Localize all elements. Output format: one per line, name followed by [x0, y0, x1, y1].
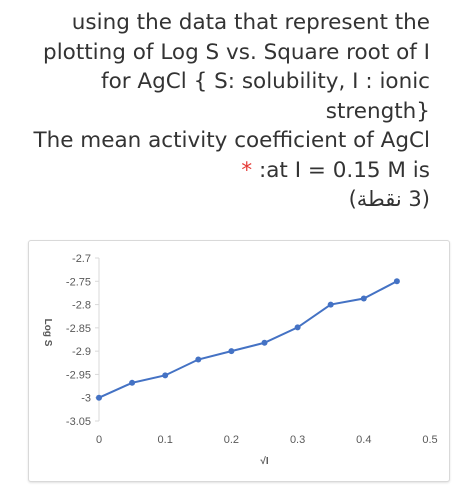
chart-image: -2.7 -2.75 -2.8 -2.85 -2.9 -2.95 -3 -3.05 0 0.1 0…: [28, 240, 450, 482]
y-tick-label: -2.9: [72, 346, 91, 358]
data-point: [228, 348, 235, 355]
x-tick-label: 0.5: [422, 434, 437, 446]
y-tick-label: -3.05: [66, 416, 91, 428]
series-group: [96, 278, 400, 401]
question-line-5: The mean activity coefficient of AgCl: [33, 128, 430, 153]
x-tick-label: 0.3: [290, 434, 305, 446]
x-tick-label: 0.2: [224, 434, 239, 446]
y-tick-label: -2.95: [66, 369, 91, 381]
question-line-3: for AgCl { S: solubility, I : ionic: [101, 69, 430, 94]
x-tick-label: 0.4: [356, 434, 371, 446]
line-chart: -2.7-2.75-2.8-2.85-2.9-2.95-3-3.05 0 0.1 0…: [42, 253, 438, 467]
data-point: [294, 324, 301, 331]
data-point: [327, 301, 334, 308]
y-tick-label: -2.7: [72, 253, 91, 265]
y-tick-label: -2.8: [72, 300, 91, 312]
data-point: [393, 278, 400, 285]
question-text: using the data that represent the plotti…: [0, 0, 474, 225]
question-line-1: using the data that represent the: [71, 10, 430, 35]
question-line-2: plotting of Log S vs. Square root of I: [43, 39, 430, 65]
data-point: [360, 295, 367, 302]
x-axis-ticks: 0 0.1 0.2 0.3 0.4 0.5: [96, 434, 438, 446]
data-point: [162, 372, 169, 379]
question-line-6: * :at I = 0.15 M is: [20, 156, 430, 186]
y-axis-ticks: -2.7 -2.75 -2.8 -2.85 -2.9 -2.95 -3 -3.05: [66, 253, 99, 428]
y-tick-label: -2.75: [66, 276, 91, 288]
x-tick-label: 0: [96, 434, 102, 446]
y-axis-title: Log S: [42, 319, 53, 347]
x-axis-title: √I: [260, 456, 268, 467]
question-line-4: strength}: [325, 98, 430, 124]
y-tick-label: -2.85: [66, 323, 91, 335]
x-tick-label: 0.1: [158, 434, 173, 446]
y-tick-label: -3: [81, 393, 91, 405]
data-point: [96, 394, 102, 401]
points-label: (3 نقطة): [348, 187, 430, 211]
required-star: *: [241, 157, 253, 183]
data-point: [195, 356, 202, 363]
question-line-6-text: :at I = 0.15 M is: [259, 157, 430, 183]
data-point: [129, 379, 136, 386]
series-line: [98, 280, 398, 399]
data-point: [261, 339, 268, 346]
